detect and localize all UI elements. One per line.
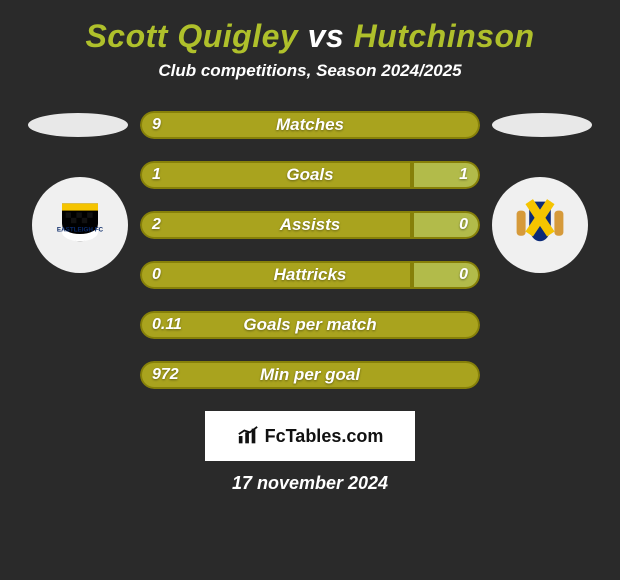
stat-row: 0.11 Goals per match <box>0 311 620 339</box>
stat-value-left: 2 <box>152 216 161 234</box>
stat-value-left: 1 <box>152 166 161 184</box>
stat-row: 972 Min per goal <box>0 361 620 389</box>
club-badge-right <box>492 177 588 273</box>
player1-name: Scott Quigley <box>85 18 298 54</box>
stat-row: 0 Hattricks 0 <box>0 261 620 289</box>
bar-fill-left <box>140 161 412 189</box>
stat-bar: 0.11 Goals per match <box>140 311 480 339</box>
title: Scott Quigley vs Hutchinson <box>0 18 620 55</box>
vs-text: vs <box>308 18 345 54</box>
branding-text: FcTables.com <box>265 426 384 447</box>
branding-badge: FcTables.com <box>205 411 415 461</box>
stat-value-left: 972 <box>152 366 179 384</box>
stat-label: Hattricks <box>274 265 347 285</box>
stat-row: 9 Matches <box>0 111 620 139</box>
stat-bar: 1 Goals 1 <box>140 161 480 189</box>
comparison-card: Scott Quigley vs Hutchinson Club competi… <box>0 0 620 494</box>
bar-fill-left <box>140 211 412 239</box>
stat-bar: 972 Min per goal <box>140 361 480 389</box>
bar-fill-right <box>412 161 480 189</box>
stat-bar: 2 Assists 0 <box>140 211 480 239</box>
stat-label: Assists <box>280 215 340 235</box>
club-crest-left-icon: EASTLEIGH FC <box>44 189 116 261</box>
player-ellipse-left <box>28 113 128 137</box>
stat-label: Goals per match <box>243 315 376 335</box>
stat-label: Matches <box>276 115 344 135</box>
club-badge-left: EASTLEIGH FC <box>32 177 128 273</box>
player2-name: Hutchinson <box>354 18 535 54</box>
stat-value-left: 0 <box>152 266 161 284</box>
club-crest-right-icon <box>504 189 576 261</box>
date-text: 17 november 2024 <box>0 473 620 494</box>
stat-value-left: 0.11 <box>152 316 182 334</box>
stat-row: EASTLEIGH FC 2 Assists 0 <box>0 211 620 239</box>
stats-rows: 9 Matches 1 Goals 1 <box>0 111 620 389</box>
stat-value-right: 0 <box>459 216 468 234</box>
bar-fill-right <box>412 261 480 289</box>
stat-value-right: 1 <box>459 166 468 184</box>
svg-text:EASTLEIGH FC: EASTLEIGH FC <box>57 226 104 233</box>
stat-label: Goals <box>286 165 333 185</box>
stat-value-left: 9 <box>152 116 161 134</box>
stat-bar: 9 Matches <box>140 111 480 139</box>
subtitle: Club competitions, Season 2024/2025 <box>0 61 620 81</box>
stat-value-right: 0 <box>459 266 468 284</box>
bar-fill-right <box>412 211 480 239</box>
fctables-icon <box>237 425 259 447</box>
stat-bar: 0 Hattricks 0 <box>140 261 480 289</box>
player-ellipse-right <box>492 113 592 137</box>
stat-label: Min per goal <box>260 365 360 385</box>
